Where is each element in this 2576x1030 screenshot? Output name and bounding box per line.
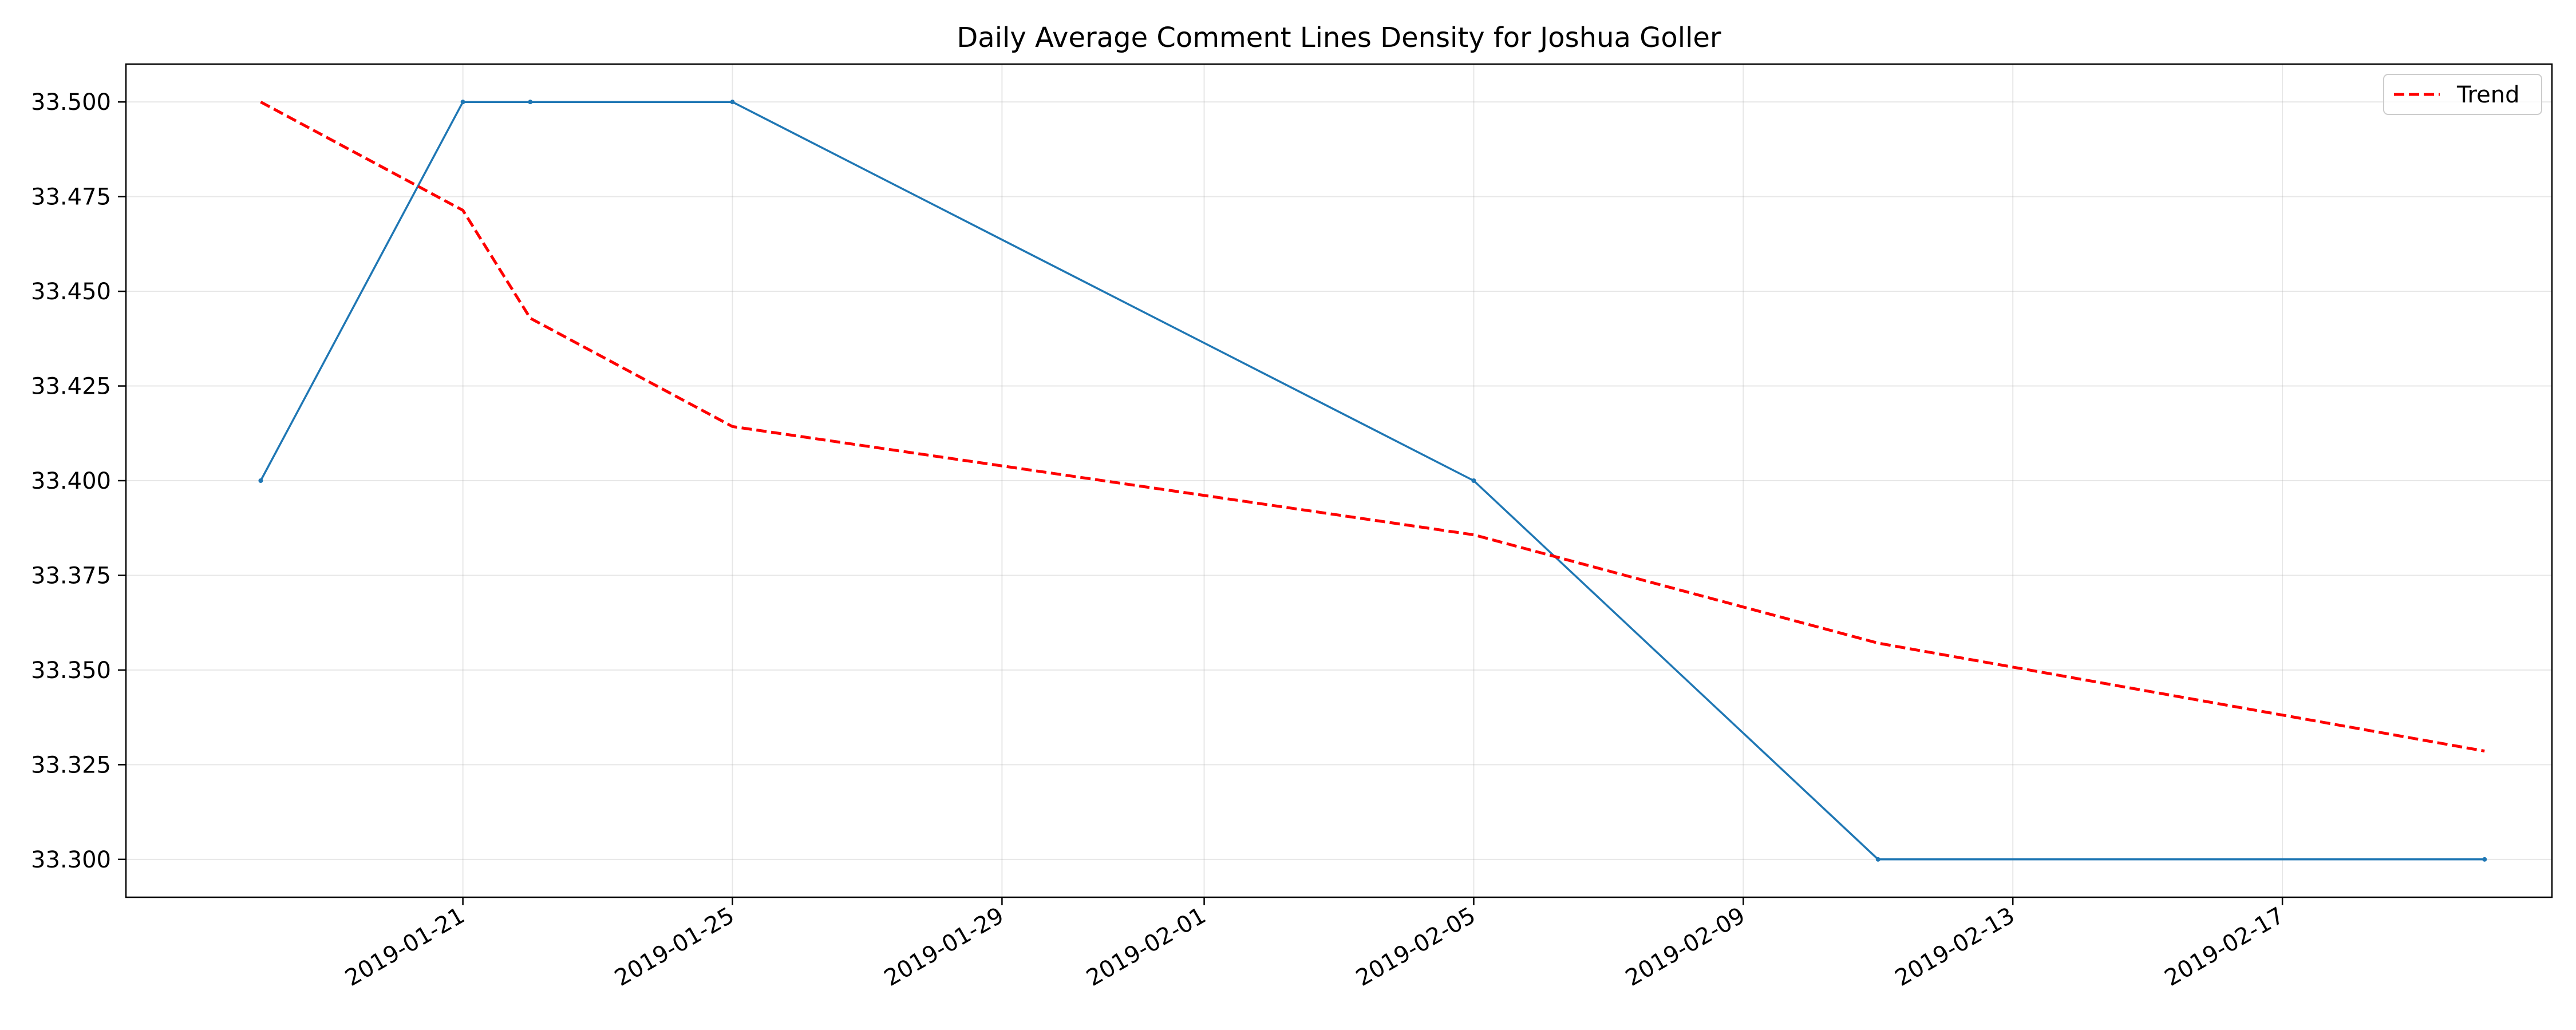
data-point [1875,857,1880,862]
legend-label: Trend [2456,82,2519,108]
y-tick-label: 33.450 [31,279,111,305]
legend: Trend [2383,74,2542,115]
y-tick-label: 33.350 [31,657,111,684]
y-axis: 33.300 33.325 33.350 33.375 33.400 33.425 33.4… [31,89,126,873]
grid [126,64,2552,897]
chart-title: Daily Average Comment Lines Density for … [957,22,1721,54]
data-point [2482,857,2487,862]
y-tick-label: 33.325 [31,752,111,778]
data-point [528,100,533,105]
data-point [730,100,735,105]
data-point [1471,478,1476,483]
data-point [460,100,465,105]
y-tick-label: 33.475 [31,184,111,211]
y-tick-label: 33.400 [31,468,111,494]
series-layer [258,100,2487,862]
data-point [258,478,263,483]
y-tick-label: 33.300 [31,847,111,873]
y-tick-label: 33.500 [31,89,111,116]
y-tick-label: 33.425 [31,374,111,400]
trend-line [260,100,2485,752]
y-tick-label: 33.375 [31,562,111,589]
legend-box [2383,74,2542,115]
